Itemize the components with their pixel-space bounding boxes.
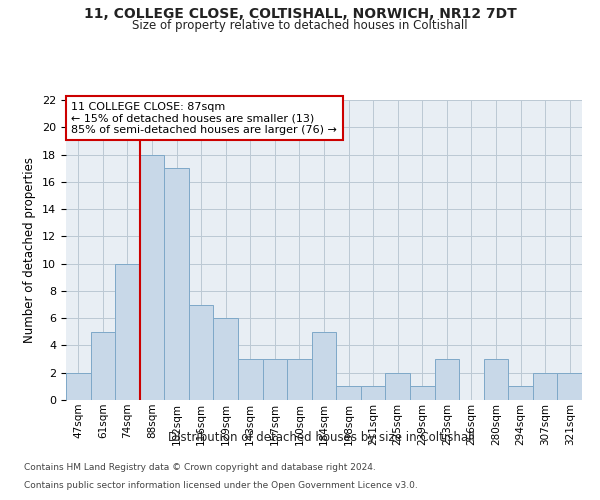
Text: Contains public sector information licensed under the Open Government Licence v3: Contains public sector information licen… <box>24 481 418 490</box>
Bar <box>312 332 336 400</box>
Bar <box>140 154 164 400</box>
Bar <box>91 332 115 400</box>
Bar <box>533 372 557 400</box>
Text: 11, COLLEGE CLOSE, COLTISHALL, NORWICH, NR12 7DT: 11, COLLEGE CLOSE, COLTISHALL, NORWICH, … <box>83 8 517 22</box>
Bar <box>164 168 189 400</box>
Bar <box>508 386 533 400</box>
Bar <box>189 304 214 400</box>
Bar <box>484 359 508 400</box>
Bar <box>361 386 385 400</box>
Bar <box>557 372 582 400</box>
Bar <box>434 359 459 400</box>
Bar <box>263 359 287 400</box>
Bar <box>115 264 140 400</box>
Bar <box>287 359 312 400</box>
Text: Distribution of detached houses by size in Coltishall: Distribution of detached houses by size … <box>167 431 475 444</box>
Text: Contains HM Land Registry data © Crown copyright and database right 2024.: Contains HM Land Registry data © Crown c… <box>24 464 376 472</box>
Bar <box>66 372 91 400</box>
Text: Size of property relative to detached houses in Coltishall: Size of property relative to detached ho… <box>132 19 468 32</box>
Bar <box>410 386 434 400</box>
Bar <box>336 386 361 400</box>
Bar <box>238 359 263 400</box>
Text: 11 COLLEGE CLOSE: 87sqm
← 15% of detached houses are smaller (13)
85% of semi-de: 11 COLLEGE CLOSE: 87sqm ← 15% of detache… <box>71 102 337 134</box>
Bar <box>214 318 238 400</box>
Bar <box>385 372 410 400</box>
Y-axis label: Number of detached properties: Number of detached properties <box>23 157 37 343</box>
